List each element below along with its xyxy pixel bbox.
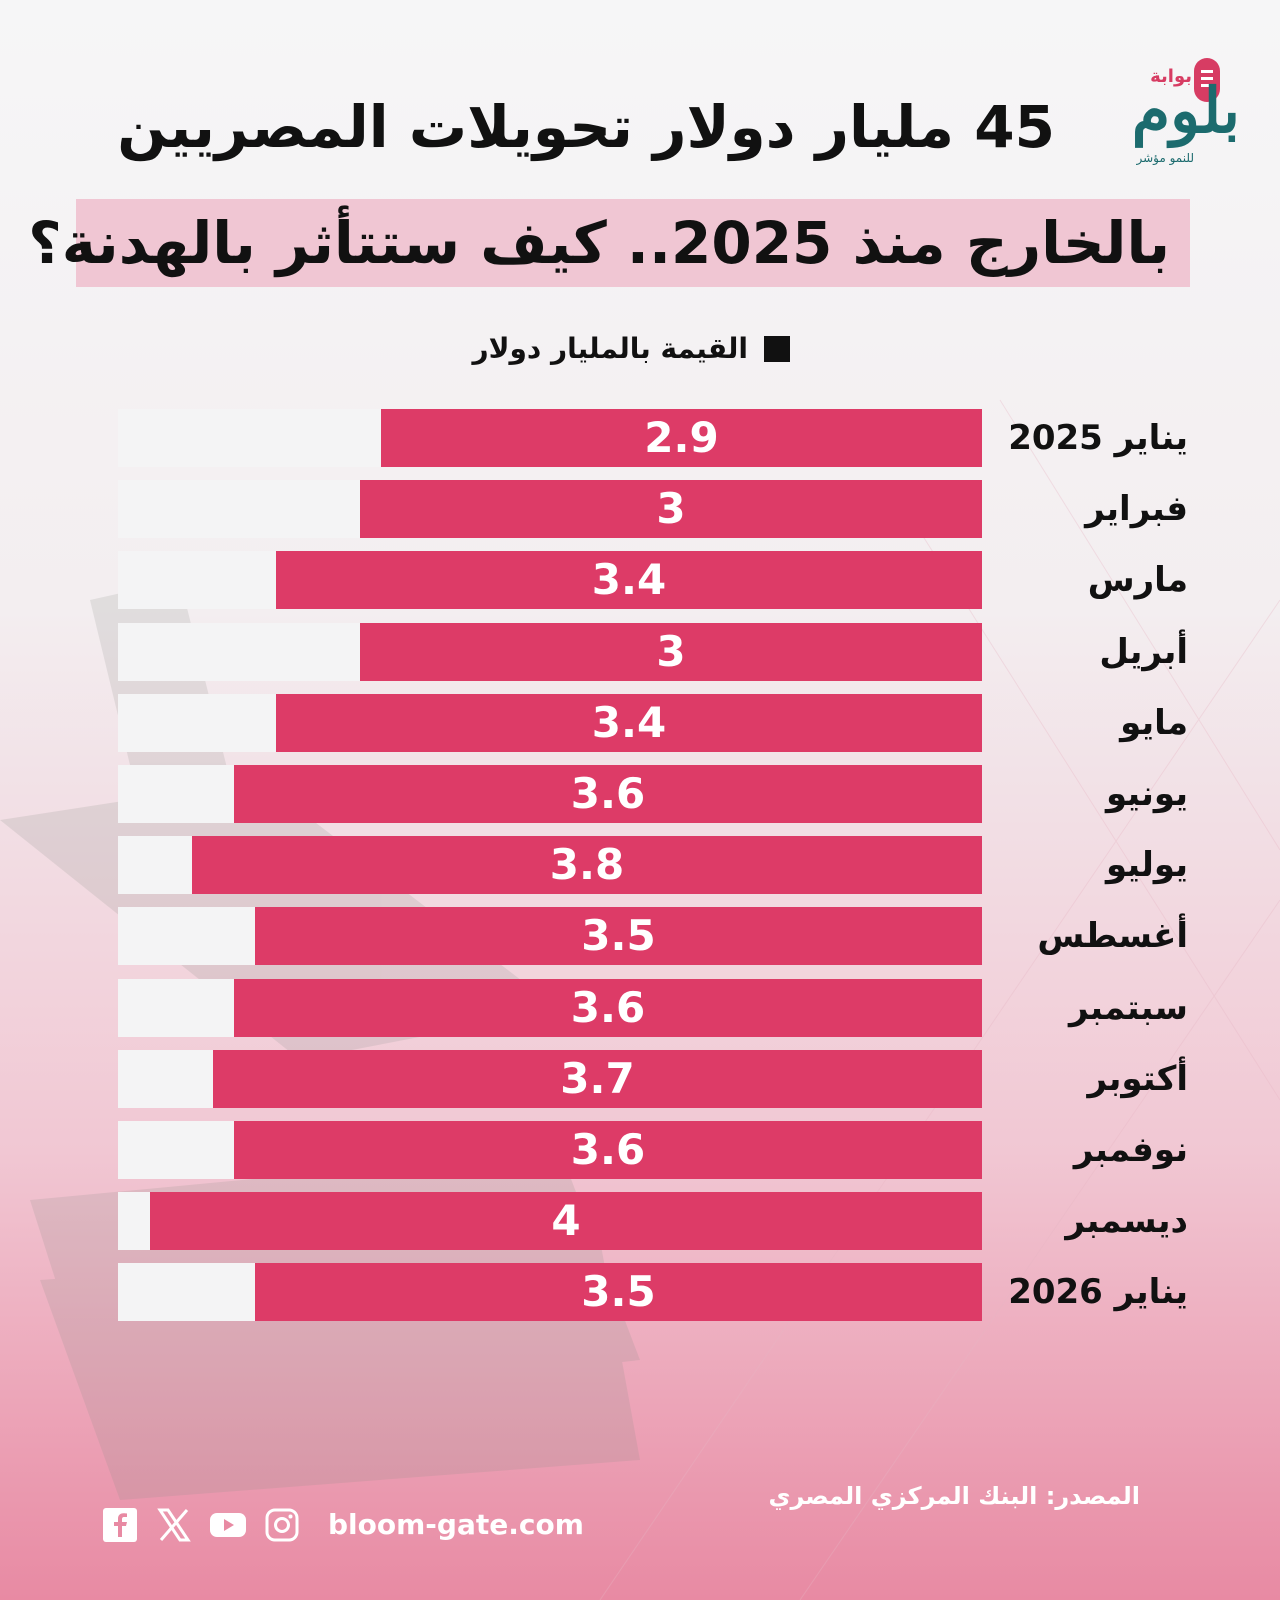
data-label: 3	[656, 626, 686, 676]
data-label: 3	[656, 484, 686, 534]
subtitle-highlight	[76, 199, 1190, 287]
bar	[360, 622, 982, 681]
bar	[213, 1049, 982, 1108]
category-label: أغسطس	[1037, 916, 1188, 957]
bar-row: 4 ديسمبر	[118, 1192, 1218, 1251]
bar	[276, 693, 982, 752]
website-link[interactable]: bloom-gate.com	[328, 1508, 584, 1541]
data-label: 3.4	[591, 697, 667, 747]
category-label: سبتمبر	[1068, 987, 1188, 1028]
x-icon[interactable]	[154, 1505, 194, 1545]
category-label: أبريل	[1099, 631, 1188, 672]
category-label: يناير 2026	[1008, 1272, 1188, 1313]
instagram-icon[interactable]	[262, 1505, 302, 1545]
brand-logo: بوابة بلوم للنمو مؤشر	[1064, 52, 1254, 172]
bar	[255, 1263, 982, 1322]
category-label: فبراير	[1085, 489, 1188, 530]
bar-row: 3 فبراير	[118, 480, 1218, 539]
bar-row: 3.5 أغسطس	[118, 907, 1218, 966]
brand-name: بلوم	[1131, 74, 1240, 147]
chart-title: 45 مليار دولار تحويلات المصريين	[117, 93, 1055, 161]
bar-row: 3.8 يوليو	[118, 836, 1218, 895]
bar	[234, 765, 982, 823]
data-label: 3.5	[581, 1267, 656, 1317]
category-label: مارس	[1087, 560, 1188, 601]
bar	[255, 907, 982, 966]
data-label: 3.6	[570, 1125, 646, 1174]
bar-row: 2.9 يناير 2025	[118, 409, 1218, 467]
data-label: 3.6	[570, 769, 646, 818]
source-credit: المصدر: البنك المركزي المصري	[768, 1482, 1140, 1510]
bar-row: 3.5 يناير 2026	[118, 1263, 1218, 1322]
bar-row: 3.6 يونيو	[118, 765, 1218, 823]
social-icons	[100, 1505, 302, 1545]
bar	[360, 480, 982, 539]
bar	[150, 1192, 982, 1251]
bar	[192, 836, 982, 895]
bar-row: 3.7 أكتوبر	[118, 1049, 1218, 1108]
data-label: 3.5	[581, 911, 656, 961]
bar-row: 3.6 نوفمبر	[118, 1121, 1218, 1179]
chart-subtitle: بالخارج منذ 2025.. كيف ستتأثر بالهدنة؟	[28, 209, 1170, 277]
data-label: 2.9	[644, 413, 719, 462]
category-label: يونيو	[1105, 774, 1188, 814]
category-label: يناير 2025	[1008, 418, 1188, 458]
youtube-icon[interactable]	[208, 1505, 248, 1545]
legend-label: القيمة بالمليار دولار	[472, 332, 749, 365]
brand-small-text: بوابة	[1150, 66, 1192, 87]
bar	[234, 978, 982, 1037]
data-label: 3.6	[570, 982, 646, 1032]
category-label: مايو	[1120, 702, 1188, 743]
data-label: 3.4	[591, 555, 667, 605]
category-label: نوفمبر	[1073, 1130, 1188, 1170]
category-label: ديسمبر	[1065, 1201, 1188, 1242]
category-label: أكتوبر	[1087, 1058, 1188, 1099]
data-label: 3.8	[549, 840, 625, 890]
bar-row: 3.4 مايو	[118, 693, 1218, 752]
legend-swatch	[764, 335, 790, 362]
bar	[276, 551, 982, 610]
data-label: 4	[551, 1196, 581, 1246]
bar	[381, 409, 982, 467]
data-label: 3.7	[560, 1053, 635, 1103]
bar-row: 3.4 مارس	[118, 551, 1218, 610]
microphone-icon	[1194, 58, 1220, 102]
bar	[234, 1121, 982, 1179]
facebook-icon[interactable]	[100, 1505, 140, 1545]
legend: القيمة بالمليار دولار	[472, 332, 790, 365]
brand-tagline: للنمو مؤشر	[1136, 151, 1194, 165]
bar-row: 3 أبريل	[118, 622, 1218, 681]
bar-row: 3.6 سبتمبر	[118, 978, 1218, 1037]
category-label: يوليو	[1105, 845, 1188, 886]
